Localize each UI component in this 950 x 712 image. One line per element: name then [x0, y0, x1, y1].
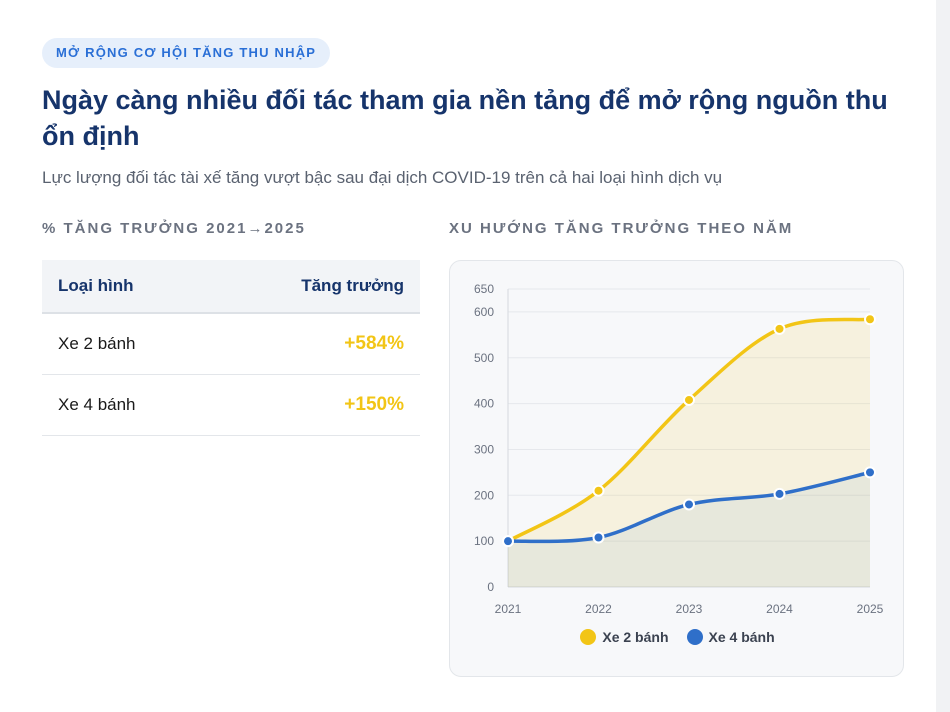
x-tick-label: 2021: [495, 602, 522, 616]
table-section-label: % TĂNG TRƯỞNG 2021→2025: [42, 220, 306, 237]
table-row: Xe 4 bánh +150%: [42, 375, 420, 436]
row-type: Xe 4 bánh: [58, 395, 136, 414]
data-point: [592, 531, 605, 544]
x-tick-label: 2022: [585, 602, 612, 616]
table-header: Loại hình Tăng trưởng: [42, 260, 420, 314]
data-point: [773, 322, 786, 335]
legend-label: Xe 2 bánh: [602, 629, 669, 645]
legend-dot-blue: [686, 629, 703, 645]
legend-dot-yellow: [580, 629, 597, 645]
data-point: [773, 487, 786, 500]
column-header-type: Loại hình: [58, 276, 134, 295]
table-row: Xe 2 bánh +584%: [42, 314, 420, 375]
x-tick-label: 2023: [676, 602, 703, 616]
section-badge: MỞ RỘNG CƠ HỘI TĂNG THU NHẬP: [42, 38, 331, 68]
data-point: [592, 484, 605, 497]
data-point: [683, 498, 695, 511]
page-title: Ngày càng nhiều đối tác tham gia nền tản…: [42, 85, 888, 151]
chart-legend: Xe 2 bánh Xe 4 bánh: [450, 629, 905, 645]
data-point: [864, 466, 876, 479]
y-tick-label: 400: [474, 397, 494, 411]
row-type: Xe 2 bánh: [58, 334, 136, 353]
line-chart: 0 100 200 300 400 500 600 650 2021 2022 2023 2024 20…: [474, 282, 884, 616]
data-point: [864, 313, 876, 326]
legend-item-xe-4-banh[interactable]: Xe 4 bánh: [686, 629, 775, 645]
row-growth: +150%: [344, 394, 404, 415]
series-area: [508, 319, 870, 587]
y-tick-label: 0: [487, 580, 494, 594]
y-tick-label: 600: [474, 305, 494, 319]
y-tick-label: 300: [474, 442, 494, 456]
page-subtitle: Lực lượng đối tác tài xế tăng vượt bậc s…: [42, 168, 723, 187]
x-tick-label: 2024: [766, 602, 793, 616]
y-tick-label: 200: [474, 488, 494, 502]
growth-table: Loại hình Tăng trưởng Xe 2 bánh +584% Xe…: [42, 260, 420, 436]
chart-card: 0 100 200 300 400 500 600 650 2021 2022 2023 2024 20…: [449, 260, 904, 677]
y-tick-label: 100: [474, 534, 494, 548]
data-point: [502, 535, 514, 548]
x-tick-label: 2025: [857, 602, 884, 616]
legend-label: Xe 4 bánh: [708, 629, 775, 645]
column-header-growth: Tăng trưởng: [301, 276, 404, 295]
data-point: [683, 393, 695, 406]
series-area: [508, 472, 870, 587]
legend-item-xe-2-banh[interactable]: Xe 2 bánh: [580, 629, 669, 645]
row-growth: +584%: [344, 333, 404, 354]
chart-section-label: XU HƯỚNG TĂNG TRƯỞNG THEO NĂM: [449, 220, 794, 237]
right-edge-panel: [936, 0, 950, 712]
y-tick-label: 650: [474, 282, 494, 296]
y-tick-label: 500: [474, 351, 494, 365]
